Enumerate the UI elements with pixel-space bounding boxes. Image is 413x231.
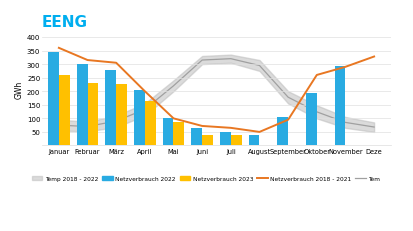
Bar	[163, 118, 173, 146]
Bar	[59, 76, 70, 146]
Bar	[231, 135, 242, 146]
Text: EENG: EENG	[42, 15, 88, 30]
Bar	[335, 67, 345, 146]
Bar	[220, 132, 231, 146]
Bar	[145, 102, 156, 146]
Bar	[202, 135, 213, 146]
Bar	[277, 118, 288, 146]
Bar	[191, 129, 202, 146]
Bar	[48, 53, 59, 146]
Bar	[134, 91, 145, 146]
Bar	[306, 93, 317, 146]
Bar	[88, 83, 98, 146]
Bar	[116, 85, 127, 146]
Bar	[249, 135, 259, 146]
Legend: Temp 2018 - 2022, Netzverbrauch 2022, Netzverbrauch 2023, Netzverbrauch 2018 - 2: Temp 2018 - 2022, Netzverbrauch 2022, Ne…	[30, 174, 382, 183]
Bar	[173, 122, 184, 146]
Bar	[105, 70, 116, 146]
Bar	[77, 65, 88, 146]
Y-axis label: GWh: GWh	[15, 80, 24, 98]
